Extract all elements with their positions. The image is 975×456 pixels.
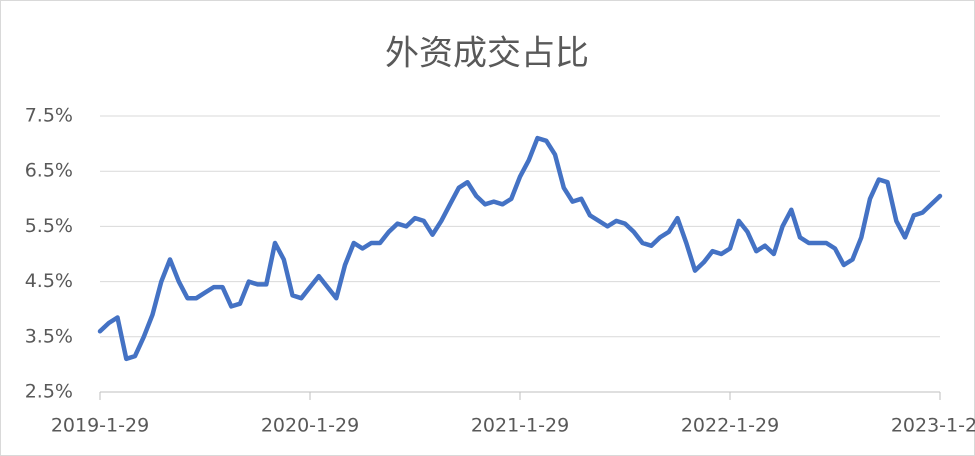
chart-title: 外资成交占比	[385, 34, 589, 74]
data-line	[97, 135, 943, 362]
x-tick-label: 2022-1-29	[681, 415, 779, 437]
x-tick-label: 2019-1-29	[51, 415, 149, 437]
y-tick-label: 6.5%	[25, 160, 73, 182]
x-tick-label: 2023-1-29	[891, 415, 975, 437]
x-tick-label: 2020-1-29	[261, 415, 359, 437]
y-tick-label: 2.5%	[25, 381, 73, 403]
y-tick-label: 5.5%	[25, 215, 73, 237]
y-tick-label: 4.5%	[25, 270, 73, 292]
x-tick-label: 2021-1-29	[471, 415, 569, 437]
y-tick-label: 3.5%	[25, 325, 73, 347]
y-tick-label: 7.5%	[25, 105, 73, 127]
